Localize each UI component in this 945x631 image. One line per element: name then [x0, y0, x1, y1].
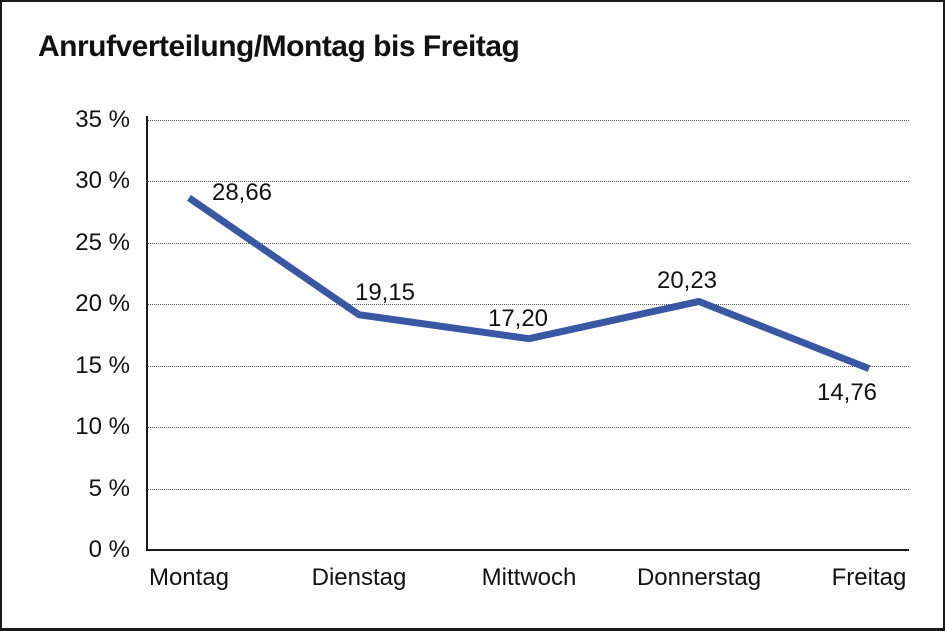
- y-tick-label: 10 %: [75, 413, 130, 441]
- data-point-label: 28,66: [211, 178, 273, 206]
- gridline: [147, 365, 909, 367]
- y-tick-label: 25 %: [75, 228, 130, 256]
- gridline: [147, 181, 909, 183]
- x-tick-label: Montag: [148, 564, 230, 591]
- gridline: [147, 488, 909, 490]
- y-tick-label: 20 %: [75, 290, 130, 318]
- gridline: [147, 242, 909, 244]
- series-line: [187, 195, 871, 372]
- data-point-label: 20,23: [656, 267, 718, 295]
- y-tick-label: 15 %: [75, 351, 130, 379]
- y-axis-line: [146, 116, 148, 550]
- data-point-label: 14,76: [816, 378, 878, 406]
- x-tick-label: Donnerstag: [636, 564, 762, 591]
- data-point-label: 17,20: [487, 304, 549, 332]
- x-tick-label: Mittwoch: [481, 564, 577, 591]
- y-tick-label: 30 %: [75, 167, 130, 195]
- chart-title: Anrufverteilung/Montag bis Freitag: [38, 30, 520, 63]
- x-axis-line: [146, 549, 909, 551]
- x-tick-label: Freitag: [831, 564, 907, 591]
- y-tick-label: 5 %: [88, 474, 130, 502]
- x-tick-label: Dienstag: [311, 564, 407, 591]
- gridline: [147, 120, 909, 121]
- data-point-label: 19,15: [354, 278, 416, 306]
- y-tick-label: 35 %: [75, 106, 130, 133]
- gridline: [147, 427, 909, 429]
- y-tick-label: 0 %: [88, 536, 130, 563]
